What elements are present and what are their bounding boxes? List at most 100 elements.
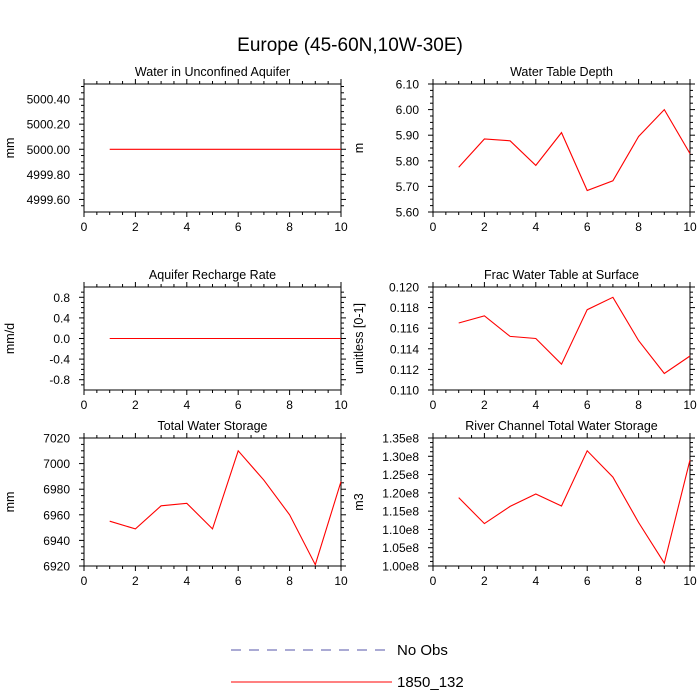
y-tick-label: 6940 (43, 534, 70, 548)
x-tick-label: 0 (430, 220, 437, 234)
y-axis-label: m (352, 143, 366, 153)
y-tick-label: 1.20e8 (382, 486, 419, 500)
panel-5: Total Water Storage mm 0 2 4 6 8 10 6920 6940 6960… (3, 419, 348, 588)
plot-frame (432, 437, 691, 567)
y-tick-label: 0.120 (389, 281, 419, 295)
y-tick-label: 1.00e8 (382, 560, 419, 574)
y-tick-label: 5.60 (396, 206, 420, 220)
y-tick-label: 5000.40 (27, 93, 71, 107)
series-line-1850_132 (109, 449, 342, 567)
y-tick-label: 4999.60 (27, 193, 71, 207)
x-tick-label: 8 (286, 574, 293, 588)
x-tick-label: 2 (481, 398, 488, 412)
x-tick-label: 10 (334, 398, 348, 412)
plot-frame (83, 83, 342, 213)
y-tick-label: 5.90 (396, 129, 420, 143)
x-tick-label: 0 (430, 574, 437, 588)
x-tick-label: 2 (132, 398, 139, 412)
x-tick-label: 6 (584, 398, 591, 412)
y-tick-label: 0.114 (390, 342, 419, 356)
y-tick-label: 1.25e8 (382, 468, 419, 482)
panel-title: Water Table Depth (510, 65, 613, 79)
x-tick-label: 0 (81, 574, 88, 588)
y-tick-label: 5.70 (396, 180, 420, 194)
y-tick-label: 0.110 (390, 384, 419, 398)
x-tick-label: 2 (132, 220, 139, 234)
y-tick-label: 0.8 (53, 291, 70, 305)
y-tick-label: 6920 (43, 560, 70, 574)
x-tick-label: 6 (235, 220, 242, 234)
panel-1: Water in Unconfined Aquifer mm 0 2 4 6 8 10 4999… (3, 65, 348, 234)
x-tick-label: 4 (183, 220, 190, 234)
plot-frame (83, 437, 342, 567)
x-tick-label: 4 (532, 574, 539, 588)
y-tick-label: 0.112 (390, 363, 419, 377)
legend-label: 1850_132 (397, 674, 464, 691)
y-axis-label: mm (3, 492, 17, 513)
y-tick-label: 1.15e8 (382, 505, 419, 519)
y-axis-label: m3 (352, 493, 366, 510)
series-line-1850_132 (458, 108, 691, 192)
y-tick-label: 1.30e8 (382, 450, 419, 464)
panel-4: Frac Water Table at Surface unitless [0-1… (352, 268, 697, 412)
y-tick-label: 6960 (43, 508, 70, 522)
series-line-1850_132 (458, 449, 691, 565)
y-tick-label: 6.10 (396, 78, 420, 92)
panel-title: River Channel Total Water Storage (465, 419, 658, 433)
y-tick-label: 0.0 (53, 332, 70, 346)
x-tick-label: 10 (683, 220, 697, 234)
x-tick-label: 0 (81, 398, 88, 412)
y-tick-label: 0.116 (390, 322, 419, 336)
y-tick-label: 1.05e8 (382, 541, 419, 555)
panel-title: Total Water Storage (157, 419, 267, 433)
legend: No Obs 1850_132 (231, 642, 464, 691)
y-tick-label: 1.35e8 (382, 432, 419, 446)
panel-title: Water in Unconfined Aquifer (135, 65, 290, 79)
x-tick-label: 6 (584, 220, 591, 234)
x-tick-label: 4 (532, 220, 539, 234)
x-tick-label: 8 (635, 398, 642, 412)
y-tick-label: 5000.20 (27, 118, 71, 132)
y-tick-label: 6980 (43, 483, 70, 497)
panel-title: Frac Water Table at Surface (484, 268, 639, 282)
x-tick-label: 10 (334, 574, 348, 588)
y-axis-label: unitless [0-1] (352, 303, 366, 374)
x-tick-label: 8 (635, 574, 642, 588)
y-tick-label: 1.10e8 (382, 523, 419, 537)
plot-frame (432, 286, 691, 391)
y-tick-label: -0.4 (49, 353, 70, 367)
y-tick-label: 5000.00 (27, 143, 71, 157)
x-tick-label: 6 (235, 398, 242, 412)
x-tick-label: 2 (481, 574, 488, 588)
x-tick-label: 4 (532, 398, 539, 412)
x-tick-label: 10 (683, 574, 697, 588)
y-tick-label: -0.8 (49, 373, 70, 387)
x-tick-label: 4 (183, 398, 190, 412)
y-tick-label: 4999.80 (27, 168, 71, 182)
x-tick-label: 2 (481, 220, 488, 234)
legend-label: No Obs (397, 642, 448, 659)
panel-title: Aquifer Recharge Rate (149, 268, 276, 282)
figure-title: Europe (45-60N,10W-30E) (237, 35, 463, 56)
x-tick-label: 8 (635, 220, 642, 234)
y-tick-label: 7000 (43, 457, 70, 471)
plot-frame (432, 83, 691, 213)
x-tick-label: 2 (132, 574, 139, 588)
y-tick-label: 0.4 (53, 311, 70, 325)
y-tick-label: 0.118 (390, 301, 419, 315)
x-tick-label: 4 (183, 574, 190, 588)
y-axis-label: mm (3, 138, 17, 159)
series-line-1850_132 (458, 296, 691, 375)
x-tick-label: 6 (235, 574, 242, 588)
y-tick-label: 6.00 (396, 103, 420, 117)
x-tick-label: 8 (286, 220, 293, 234)
panel-2: Water Table Depth m 0 2 4 6 8 10 5.60 5.70 5.80 5.9… (352, 65, 697, 234)
x-tick-label: 6 (584, 574, 591, 588)
x-tick-label: 10 (334, 220, 348, 234)
panel-6: River Channel Total Water Storage m3 0 2 4 6 8… (352, 419, 697, 588)
panel-3: Aquifer Recharge Rate mm/d 0 2 4 6 8 10 -0.8 -0.4… (3, 268, 348, 412)
x-tick-label: 10 (683, 398, 697, 412)
y-tick-label: 5.80 (396, 154, 420, 168)
x-tick-label: 0 (430, 398, 437, 412)
